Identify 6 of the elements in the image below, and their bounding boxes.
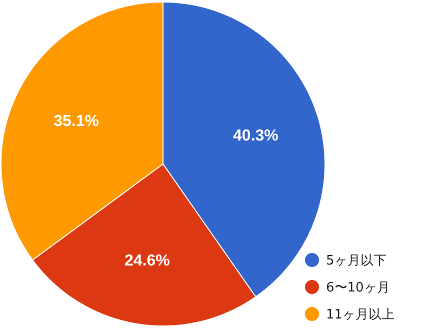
data-label: 40.3% xyxy=(233,127,278,144)
data-label: 35.1% xyxy=(54,112,99,130)
data-label: 24.6% xyxy=(124,252,170,270)
legend-label: 11ヶ月以上 xyxy=(326,308,395,323)
legend-label: 6〜10ヶ月 xyxy=(326,280,390,296)
legend-label: 5ヶ月以下 xyxy=(326,254,386,269)
